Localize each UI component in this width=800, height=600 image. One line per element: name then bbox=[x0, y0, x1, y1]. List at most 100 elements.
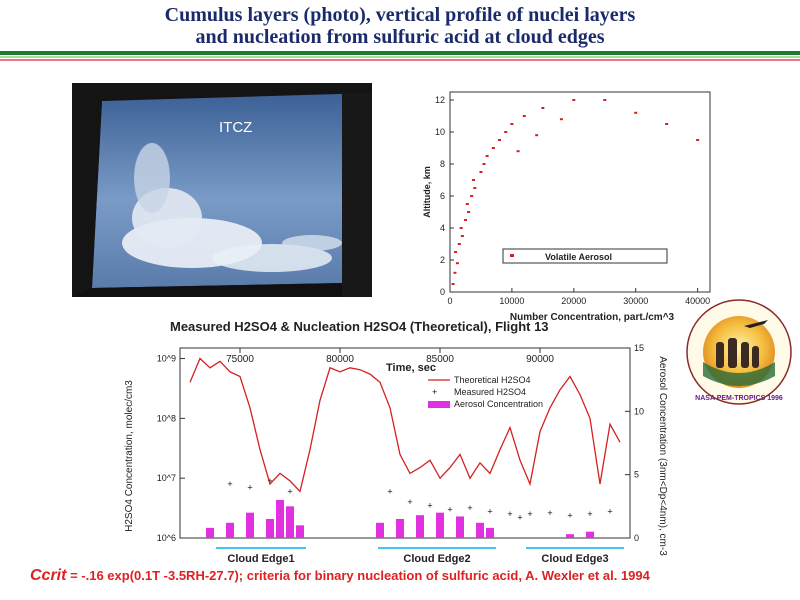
main-plot-frame bbox=[179, 347, 631, 539]
main-y-tick-label: 10^8 bbox=[157, 413, 176, 423]
scatter-legend-marker bbox=[510, 254, 514, 257]
scatter-point bbox=[454, 251, 458, 253]
scatter-point bbox=[463, 219, 467, 221]
scatter-plot-frame bbox=[449, 91, 711, 293]
slide-title: Cumulus layers (photo), vertical profile… bbox=[0, 4, 800, 48]
scatter-point bbox=[535, 134, 539, 137]
scatter-point bbox=[522, 115, 526, 117]
aerosol-bar bbox=[286, 506, 294, 538]
measured-h2so4-point: + bbox=[587, 509, 592, 519]
measured-h2so4-point: + bbox=[467, 503, 472, 513]
scatter-y-tick-label: 12 bbox=[435, 95, 445, 105]
scatter-point bbox=[472, 179, 476, 181]
divider-lightgreen bbox=[0, 56, 800, 58]
scatter-y-tick-label: 0 bbox=[440, 287, 445, 297]
main-y2-tick-label: 5 bbox=[634, 470, 639, 480]
measured-h2so4-point: + bbox=[407, 497, 412, 507]
aerosol-bar bbox=[246, 512, 254, 538]
measured-h2so4-point: + bbox=[567, 510, 572, 520]
aerosol-bar bbox=[206, 527, 214, 538]
scatter-y-tick-label: 2 bbox=[440, 255, 445, 265]
aerosol-bar bbox=[276, 500, 284, 538]
main-legend-label: Aerosol Concentration bbox=[454, 399, 543, 409]
scatter-point bbox=[516, 150, 520, 153]
scatter-point bbox=[541, 107, 545, 109]
scatter-point bbox=[665, 123, 669, 125]
main-y2-tick-label: 0 bbox=[634, 533, 639, 543]
main-y-label: H2SO4 Concentration, molec/cm3 bbox=[124, 380, 135, 532]
aerosol-bar bbox=[456, 516, 464, 538]
main-x-label: Time, sec bbox=[386, 362, 436, 374]
logo-svg: NASA PEM-TROPICS 1996 bbox=[686, 299, 792, 405]
logo-text: NASA PEM-TROPICS 1996 bbox=[695, 395, 783, 402]
scatter-point bbox=[455, 262, 459, 265]
scatter-point bbox=[634, 111, 638, 114]
scatter-point bbox=[460, 235, 464, 237]
scatter-legend-label: Volatile Aerosol bbox=[545, 252, 612, 262]
scatter-x-tick-label: 30000 bbox=[623, 296, 648, 306]
main-chart-title: Measured H2SO4 & Nucleation H2SO4 (Theor… bbox=[170, 319, 549, 334]
scatter-point bbox=[498, 139, 502, 141]
scatter-point bbox=[479, 171, 483, 173]
scatter-point bbox=[510, 123, 514, 125]
main-legend-label: Theoretical H2SO4 bbox=[454, 375, 531, 385]
scatter-x-tick-label: 0 bbox=[447, 296, 452, 306]
theoretical-h2so4-line bbox=[189, 357, 621, 493]
main-y2-tick-label: 10 bbox=[634, 406, 644, 416]
measured-h2so4-point: + bbox=[247, 482, 252, 492]
aerosol-bar bbox=[266, 519, 274, 538]
main-y2-tick-label: 15 bbox=[634, 343, 644, 353]
cloud-edge-label: Cloud Edge2 bbox=[403, 553, 470, 565]
scatter-point bbox=[559, 118, 563, 121]
scatter-point bbox=[473, 187, 477, 189]
aerosol-bar bbox=[226, 522, 234, 538]
title-line-2: and nucleation from sulfuric acid at clo… bbox=[195, 26, 605, 48]
measured-h2so4-point: + bbox=[507, 509, 512, 519]
legend-aerosol-swatch bbox=[428, 401, 450, 408]
scatter-x-tick-label: 40000 bbox=[685, 296, 710, 306]
cloud-edge-label: Cloud Edge3 bbox=[541, 553, 608, 565]
title-line-1: Cumulus layers (photo), vertical profile… bbox=[164, 4, 636, 26]
aerosol-bar bbox=[436, 512, 444, 538]
main-svg: 75000 80000 85000 90000 10^9 10^8 10^7 10^6 0 5 10… bbox=[124, 343, 668, 565]
formula-text: = -.16 exp(0.1T -3.5RH-27.7); criteria f… bbox=[70, 568, 650, 583]
measured-h2so4-point: + bbox=[517, 513, 522, 523]
scatter-point bbox=[470, 195, 474, 197]
scatter-y-tick-label: 6 bbox=[440, 191, 445, 201]
measured-h2so4-point: + bbox=[447, 504, 452, 514]
scatter-point bbox=[603, 99, 607, 101]
measured-h2so4-point: + bbox=[387, 486, 392, 496]
scatter-y-tick-label: 4 bbox=[440, 223, 445, 233]
nasa-pem-tropics-logo: NASA PEM-TROPICS 1996 bbox=[684, 296, 794, 408]
cumulus-photo: ITCZ bbox=[72, 83, 372, 297]
scatter-point bbox=[491, 147, 495, 149]
measured-h2so4-point: + bbox=[427, 500, 432, 510]
scatter-x-tick-label: 20000 bbox=[561, 296, 586, 306]
divider-green bbox=[0, 51, 800, 55]
scatter-y-tick-label: 8 bbox=[440, 159, 445, 169]
scatter-point bbox=[504, 131, 508, 133]
measured-h2so4-point: + bbox=[267, 476, 272, 486]
aerosol-bar bbox=[376, 522, 384, 538]
ccrit-label: Ccrit bbox=[30, 567, 67, 584]
scatter-point bbox=[485, 155, 489, 157]
aerosol-bar bbox=[476, 522, 484, 538]
main-y-tick-label: 10^9 bbox=[157, 354, 176, 364]
scatter-point bbox=[457, 243, 461, 245]
scatter-point bbox=[451, 283, 455, 285]
scatter-x-tick-label: 10000 bbox=[499, 296, 524, 306]
nucleation-formula: Ccrit = -.16 exp(0.1T -3.5RH-27.7); crit… bbox=[30, 567, 790, 585]
scatter-point bbox=[696, 139, 700, 141]
aerosol-bar bbox=[416, 515, 424, 538]
aerosol-bar bbox=[586, 531, 594, 538]
main-y-tick-label: 10^6 bbox=[157, 533, 176, 543]
measured-h2so4-point: + bbox=[607, 506, 612, 516]
divider-red bbox=[0, 59, 800, 61]
scatter-point bbox=[467, 211, 471, 213]
scatter-x-label: Number Concentration, part./cm^3 bbox=[510, 312, 675, 322]
cloud-edge-label: Cloud Edge1 bbox=[227, 553, 294, 565]
scatter-legend-box bbox=[502, 248, 668, 264]
main-x-tick-label: 75000 bbox=[226, 354, 254, 365]
photo-image bbox=[72, 83, 372, 297]
altitude-scatter-chart: 0 10000 20000 30000 40000 0 2 4 6 8 10 12 Volatile … bbox=[410, 82, 720, 323]
